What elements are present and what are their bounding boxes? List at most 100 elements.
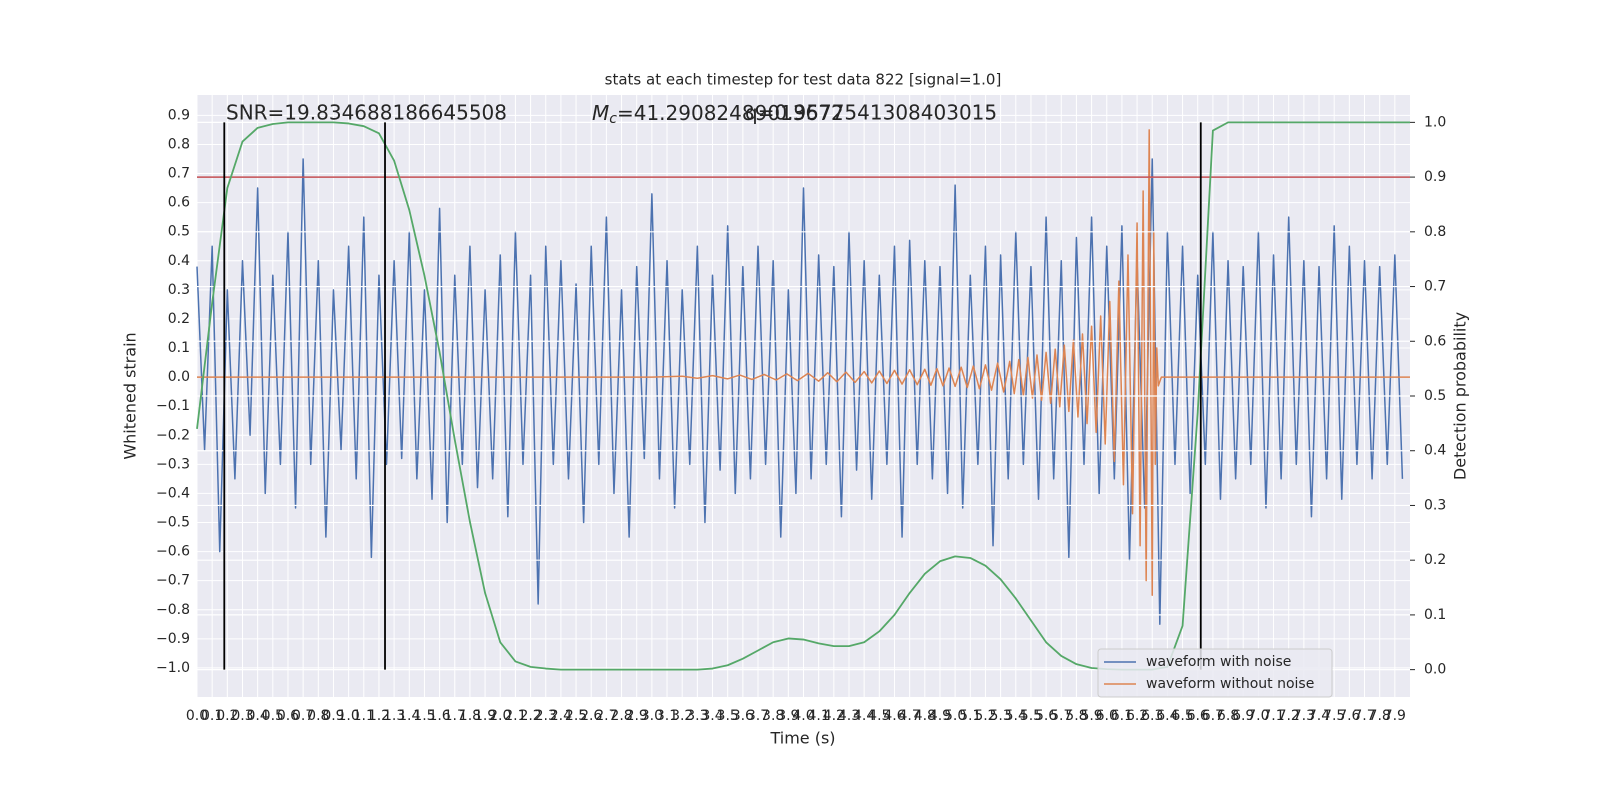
x-tick-label: 6.2 xyxy=(1126,708,1148,724)
x-tick-label: 1.6 xyxy=(428,708,450,724)
x-tick-label: 3.9 xyxy=(777,708,799,724)
series-line xyxy=(196,121,1410,671)
x-tick-label: 2.3 xyxy=(535,708,557,724)
x-tick-label: 0.7 xyxy=(292,708,314,724)
x-tick-label: 1.2 xyxy=(368,708,390,724)
x-tick-label: 6.1 xyxy=(1111,708,1133,724)
x-tick-label: 1.8 xyxy=(459,708,481,724)
x-tick-label: 1.9 xyxy=(474,708,496,724)
y-tick-label: 0.2 xyxy=(168,311,190,327)
y-tick-label: −1.0 xyxy=(156,660,190,676)
series-line xyxy=(197,129,1410,596)
y-tick-label: −0.5 xyxy=(156,515,190,531)
x-tick-label: 2.0 xyxy=(489,708,511,724)
x-tick-label: 3.3 xyxy=(686,708,708,724)
x-tick-label: 4.7 xyxy=(899,708,921,724)
y-tick-label: 0.5 xyxy=(168,224,190,240)
y-axis-label: Whitened strain xyxy=(121,332,140,459)
x-tick-label: 7.8 xyxy=(1369,708,1391,724)
annotation: SNR=19.834688186645508 xyxy=(226,101,507,125)
x-tick-label: 4.2 xyxy=(823,708,845,724)
x-tick-label: 5.2 xyxy=(974,708,996,724)
y2-tick-label: 0.7 xyxy=(1424,279,1446,295)
x-tick-label: 6.3 xyxy=(1141,708,1163,724)
x-tick-label: 2.1 xyxy=(504,708,526,724)
y2-axis-label: Detection probability xyxy=(1451,312,1470,480)
y2-tick-label: 0.1 xyxy=(1424,607,1446,623)
x-tick-label: 4.0 xyxy=(792,708,814,724)
x-tick-label: 3.7 xyxy=(747,708,769,724)
x-tick-label: 6.0 xyxy=(1096,708,1118,724)
legend-label: waveform without noise xyxy=(1146,676,1314,692)
x-tick-label: 2.2 xyxy=(519,708,541,724)
x-tick-label: 6.8 xyxy=(1217,708,1239,724)
x-tick-label: 7.9 xyxy=(1384,708,1406,724)
x-tick-label: 7.0 xyxy=(1247,708,1269,724)
x-tick-label: 0.9 xyxy=(322,708,344,724)
x-tick-label: 2.8 xyxy=(610,708,632,724)
annotation: q=0.9577541308403015 xyxy=(745,101,997,125)
y-tick-label: 0.4 xyxy=(168,253,190,269)
y-tick-label: −0.6 xyxy=(156,544,190,560)
x-tick-label: 6.5 xyxy=(1171,708,1193,724)
x-tick-label: 1.3 xyxy=(383,708,405,724)
x-tick-label: 6.7 xyxy=(1202,708,1224,724)
annotation-subscript: c xyxy=(609,111,617,127)
x-tick-label: 5.8 xyxy=(1065,708,1087,724)
x-tick-label: 7.6 xyxy=(1338,708,1360,724)
y-tick-label: −0.9 xyxy=(156,631,190,647)
x-tick-label: 5.3 xyxy=(989,708,1011,724)
y2-tick-label: 0.0 xyxy=(1424,662,1446,678)
x-tick-label: 7.7 xyxy=(1353,708,1375,724)
x-tick-label: 0.2 xyxy=(216,708,238,724)
y-tick-label: 0.8 xyxy=(168,136,190,152)
legend-label: waveform with noise xyxy=(1146,654,1291,670)
x-tick-label: 7.5 xyxy=(1323,708,1345,724)
y2-tick-label: 0.9 xyxy=(1424,169,1446,185)
x-tick-label: 3.5 xyxy=(717,708,739,724)
x-tick-label: 1.5 xyxy=(413,708,435,724)
y-tick-label: −0.1 xyxy=(156,398,190,414)
y-tick-label: 0.9 xyxy=(168,107,190,123)
x-tick-label: 2.5 xyxy=(565,708,587,724)
x-tick-label: 4.4 xyxy=(853,708,875,724)
x-tick-label: 3.4 xyxy=(701,708,723,724)
x-tick-label: 7.1 xyxy=(1262,708,1284,724)
x-tick-label: 4.6 xyxy=(883,708,905,724)
x-tick-label: 0.8 xyxy=(307,708,329,724)
x-tick-label: 0.0 xyxy=(186,708,208,724)
y2-tick-label: 0.2 xyxy=(1424,552,1446,568)
y-tick-label: −0.4 xyxy=(156,485,190,501)
x-tick-label: 7.4 xyxy=(1308,708,1330,724)
x-tick-label: 4.5 xyxy=(868,708,890,724)
x-tick-label: 5.9 xyxy=(1080,708,1102,724)
annotation-text: =41.29082489013672 xyxy=(617,101,844,125)
x-tick-label: 0.5 xyxy=(262,708,284,724)
x-tick-label: 1.1 xyxy=(353,708,375,724)
x-tick-label: 3.8 xyxy=(762,708,784,724)
y2-tick-label: 0.5 xyxy=(1424,388,1446,404)
x-tick-label: 2.4 xyxy=(550,708,572,724)
x-tick-label: 0.4 xyxy=(247,708,269,724)
x-tick-label: 0.1 xyxy=(201,708,223,724)
x-tick-label: 5.6 xyxy=(1035,708,1057,724)
x-tick-label: 4.9 xyxy=(929,708,951,724)
y2-tick-label: 0.3 xyxy=(1424,497,1446,513)
annotation-symbol: M xyxy=(592,101,609,125)
x-tick-label: 2.6 xyxy=(580,708,602,724)
x-tick-label: 0.6 xyxy=(277,708,299,724)
x-tick-label: 2.9 xyxy=(626,708,648,724)
x-tick-label: 1.7 xyxy=(444,708,466,724)
legend-box xyxy=(1097,648,1333,698)
x-tick-label: 3.0 xyxy=(641,708,663,724)
x-tick-label: 4.8 xyxy=(914,708,936,724)
x-tick-label: 0.3 xyxy=(231,708,253,724)
x-tick-label: 5.1 xyxy=(959,708,981,724)
y-tick-label: −0.7 xyxy=(156,573,190,589)
x-tick-label: 5.0 xyxy=(944,708,966,724)
x-tick-label: 6.4 xyxy=(1156,708,1178,724)
y-tick-label: 0.7 xyxy=(168,166,190,182)
x-tick-label: 6.6 xyxy=(1187,708,1209,724)
x-tick-label: 5.5 xyxy=(1020,708,1042,724)
